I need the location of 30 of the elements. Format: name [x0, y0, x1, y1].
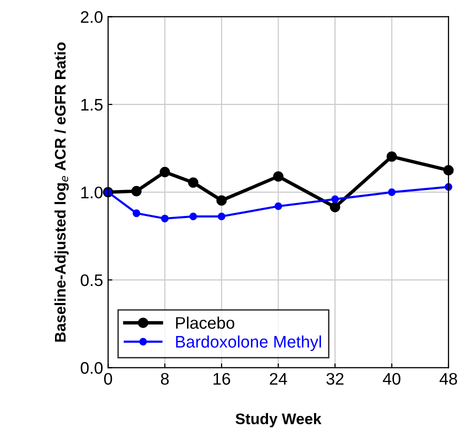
x-tick-label: 48: [440, 372, 458, 385]
point: [131, 186, 142, 196]
y-tick-label: 0.5: [80, 274, 103, 286]
point: [160, 166, 170, 178]
point: [216, 195, 227, 206]
y-tick-label: 1.0: [81, 186, 103, 198]
y-tick-label: 1.5: [81, 99, 103, 111]
point: [274, 202, 282, 210]
legend-label: Bardoxolone Methyl: [176, 335, 321, 351]
point: [331, 195, 339, 204]
point: [388, 188, 396, 196]
y-tick-label: 0.0: [80, 362, 103, 374]
point: [218, 212, 226, 220]
point: [386, 151, 397, 162]
point: [189, 212, 198, 220]
x-tick-label: 24: [270, 372, 288, 385]
legend-label: Placebo: [176, 316, 234, 329]
x-tick-label: 32: [326, 372, 344, 385]
x-tick-label: 8: [160, 372, 169, 385]
point: [161, 214, 169, 222]
point: [188, 177, 198, 188]
x-tick-label: 16: [214, 372, 230, 385]
point: [330, 202, 340, 212]
x-tick-label: 0: [104, 372, 112, 385]
x-axis-title: Study Week: [236, 413, 322, 428]
y-tick-label: 2.0: [80, 11, 103, 23]
y-axis-title: Baseline-Adjusted log$_{e}$ ACR / eGFR Ratio: [54, 42, 69, 342]
x-tick-label: 40: [382, 372, 400, 385]
point: [273, 171, 284, 182]
point: [132, 209, 140, 218]
